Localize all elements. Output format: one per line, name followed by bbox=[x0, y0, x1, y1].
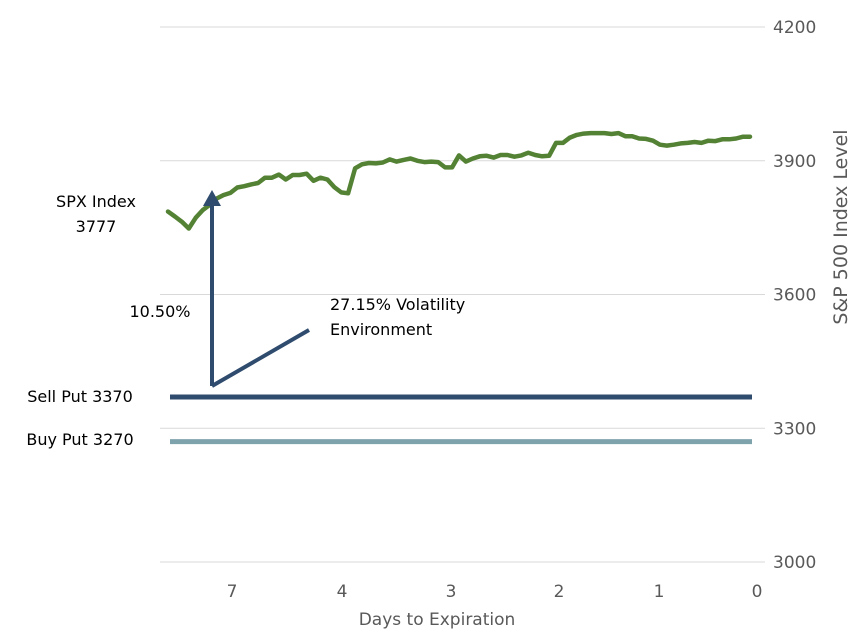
spx-label-line2: 3777 bbox=[76, 217, 117, 236]
y-tick-label: 3000 bbox=[773, 553, 816, 573]
buy-put-label: Buy Put 3270 bbox=[26, 430, 133, 449]
y-tick-label: 3300 bbox=[773, 419, 816, 439]
spx-index-line bbox=[165, 130, 753, 231]
spx-label-line1: SPX Index bbox=[56, 192, 136, 211]
volatility-pointer-line bbox=[211, 328, 310, 388]
x-axis-ticks: 7 4 3 2 1 0 bbox=[227, 582, 763, 602]
y-axis-ticks: 3000 3300 3600 3900 4200 bbox=[773, 18, 816, 573]
x-tick-label: 7 bbox=[227, 582, 238, 602]
volatility-label-line2: Environment bbox=[330, 320, 432, 339]
x-tick-label: 3 bbox=[446, 582, 457, 602]
x-tick-label: 2 bbox=[554, 582, 565, 602]
x-axis-title: Days to Expiration bbox=[359, 610, 516, 630]
x-tick-label: 0 bbox=[752, 582, 763, 602]
y-tick-label: 3600 bbox=[773, 286, 816, 306]
volatility-label-line1: 27.15% Volatility bbox=[330, 295, 465, 314]
x-tick-label: 1 bbox=[654, 582, 665, 602]
y-axis-title: S&P 500 Index Level bbox=[830, 129, 852, 324]
move-percent-label: 10.50% bbox=[129, 302, 190, 321]
y-tick-label: 3900 bbox=[773, 152, 816, 172]
y-tick-label: 4200 bbox=[773, 18, 816, 38]
arrow-head bbox=[203, 190, 221, 206]
x-tick-label: 4 bbox=[337, 582, 348, 602]
sell-put-label: Sell Put 3370 bbox=[27, 387, 133, 406]
gridlines bbox=[160, 26, 765, 563]
